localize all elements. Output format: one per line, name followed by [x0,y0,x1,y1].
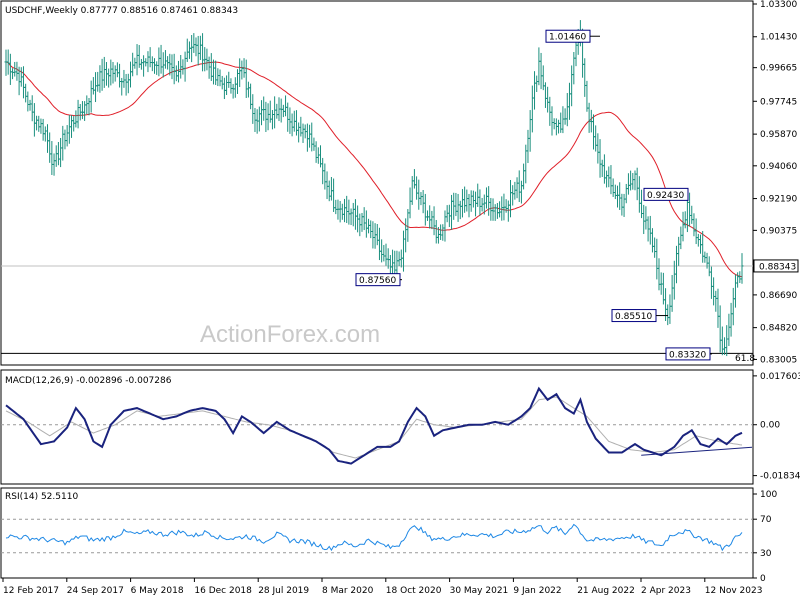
annotation-text: 0.83320 [669,350,706,360]
price-tick-label: 1.03300 [760,0,797,10]
annotation-text: 0.92430 [647,191,684,201]
macd-header: MACD(12,26,9) -0.002896 -0.007286 [5,376,172,386]
x-tick-label: 30 May 2021 [450,586,509,596]
x-axis: 12 Feb 2017 24 Sep 2017 6 May 2018 16 Dec 2… [2,578,763,596]
price-grid [1,265,753,354]
annotation-text: 0.85510 [615,312,652,322]
macd-panel [0,369,754,485]
macd-line [5,386,743,465]
x-tick-label: 12 Feb 2017 [3,586,59,596]
x-tick-label: 12 Nov 2023 [705,586,763,596]
macd-lines [1,386,753,465]
annotation-0.83320: 0.83320 [665,347,712,361]
x-tick-label: 18 Oct 2020 [386,586,442,596]
annotation-text: 1.01460 [549,33,586,43]
rsi-tick-label: 100 [760,490,777,500]
current-price-box [753,259,799,273]
price-annotations: 1.01460 0.92430 0.87560 0.85510 0.83320 [355,29,712,361]
rsi-tick-label: 70 [760,515,772,525]
current-price-label: 0.88343 [759,262,796,272]
rsi-panel [0,487,754,579]
macd-signal-line [5,396,743,459]
price-tick-label: 0.86690 [760,291,797,301]
ohlc-bar [740,253,744,284]
macd-tick-label: 0.017603 [760,372,800,382]
ma-line [5,61,743,278]
rsi-header: RSI(14) 52.5110 [5,492,78,502]
x-tick-label: 16 Dec 2018 [194,586,252,596]
x-tick-label: 9 Jan 2022 [513,586,561,596]
price-tick-label: 0.99665 [760,64,797,74]
price-panel [0,0,754,366]
price-header: USDCHF,Weekly 0.87777 0.88516 0.87461 0.… [5,6,238,16]
annotation-text: 0.87560 [359,276,396,286]
price-tick-label: 0.83005 [760,355,797,365]
rsi-tick-label: 0 [760,574,766,584]
price-tick-label: 0.84820 [760,324,797,334]
price-tick-label: 0.97745 [760,97,797,107]
x-tick-label: 28 Jul 2019 [258,586,309,596]
annotation-0.87560: 0.87560 [355,273,402,287]
x-tick-label: 6 May 2018 [131,586,184,596]
x-tick-label: 2 Apr 2023 [641,586,691,596]
watermark: ActionForex.com [200,321,380,348]
rsi-line [1,518,753,554]
macd-y-axis: 0.017603 0.00 -0.01834 [753,372,800,482]
price-tick-label: 0.92190 [760,195,797,205]
price-tick-label: 1.01430 [760,33,797,43]
price-tick-label: 0.95870 [760,130,797,140]
annotation-1.01460: 1.01460 [545,29,600,43]
rsi-line [5,523,743,552]
ohlc-bars [4,20,744,357]
price-tick-label: 0.90375 [760,226,797,236]
fib-label: 61.8 [735,354,755,364]
annotation-box [643,187,689,201]
annotation-0.85510: 0.85510 [611,309,668,323]
price-y-axis: 1.03300 1.01430 0.99665 0.97745 0.95870 0.940… [753,0,799,365]
macd-trendline [641,446,753,456]
moving-average [5,61,743,278]
rsi-tick-label: 30 [760,549,772,559]
macd-tick-label: 0.00 [760,421,780,431]
x-tick-label: 8 Mar 2020 [322,586,374,596]
annotation-0.92430: 0.92430 [643,187,689,201]
x-tick-label: 21 Aug 2022 [577,586,635,596]
rsi-y-axis: 100 70 30 0 [753,490,777,584]
macd-tick-label: -0.01834 [760,472,800,482]
price-tick-label: 0.94060 [760,162,797,172]
x-tick-label: 24 Sep 2017 [67,586,124,596]
